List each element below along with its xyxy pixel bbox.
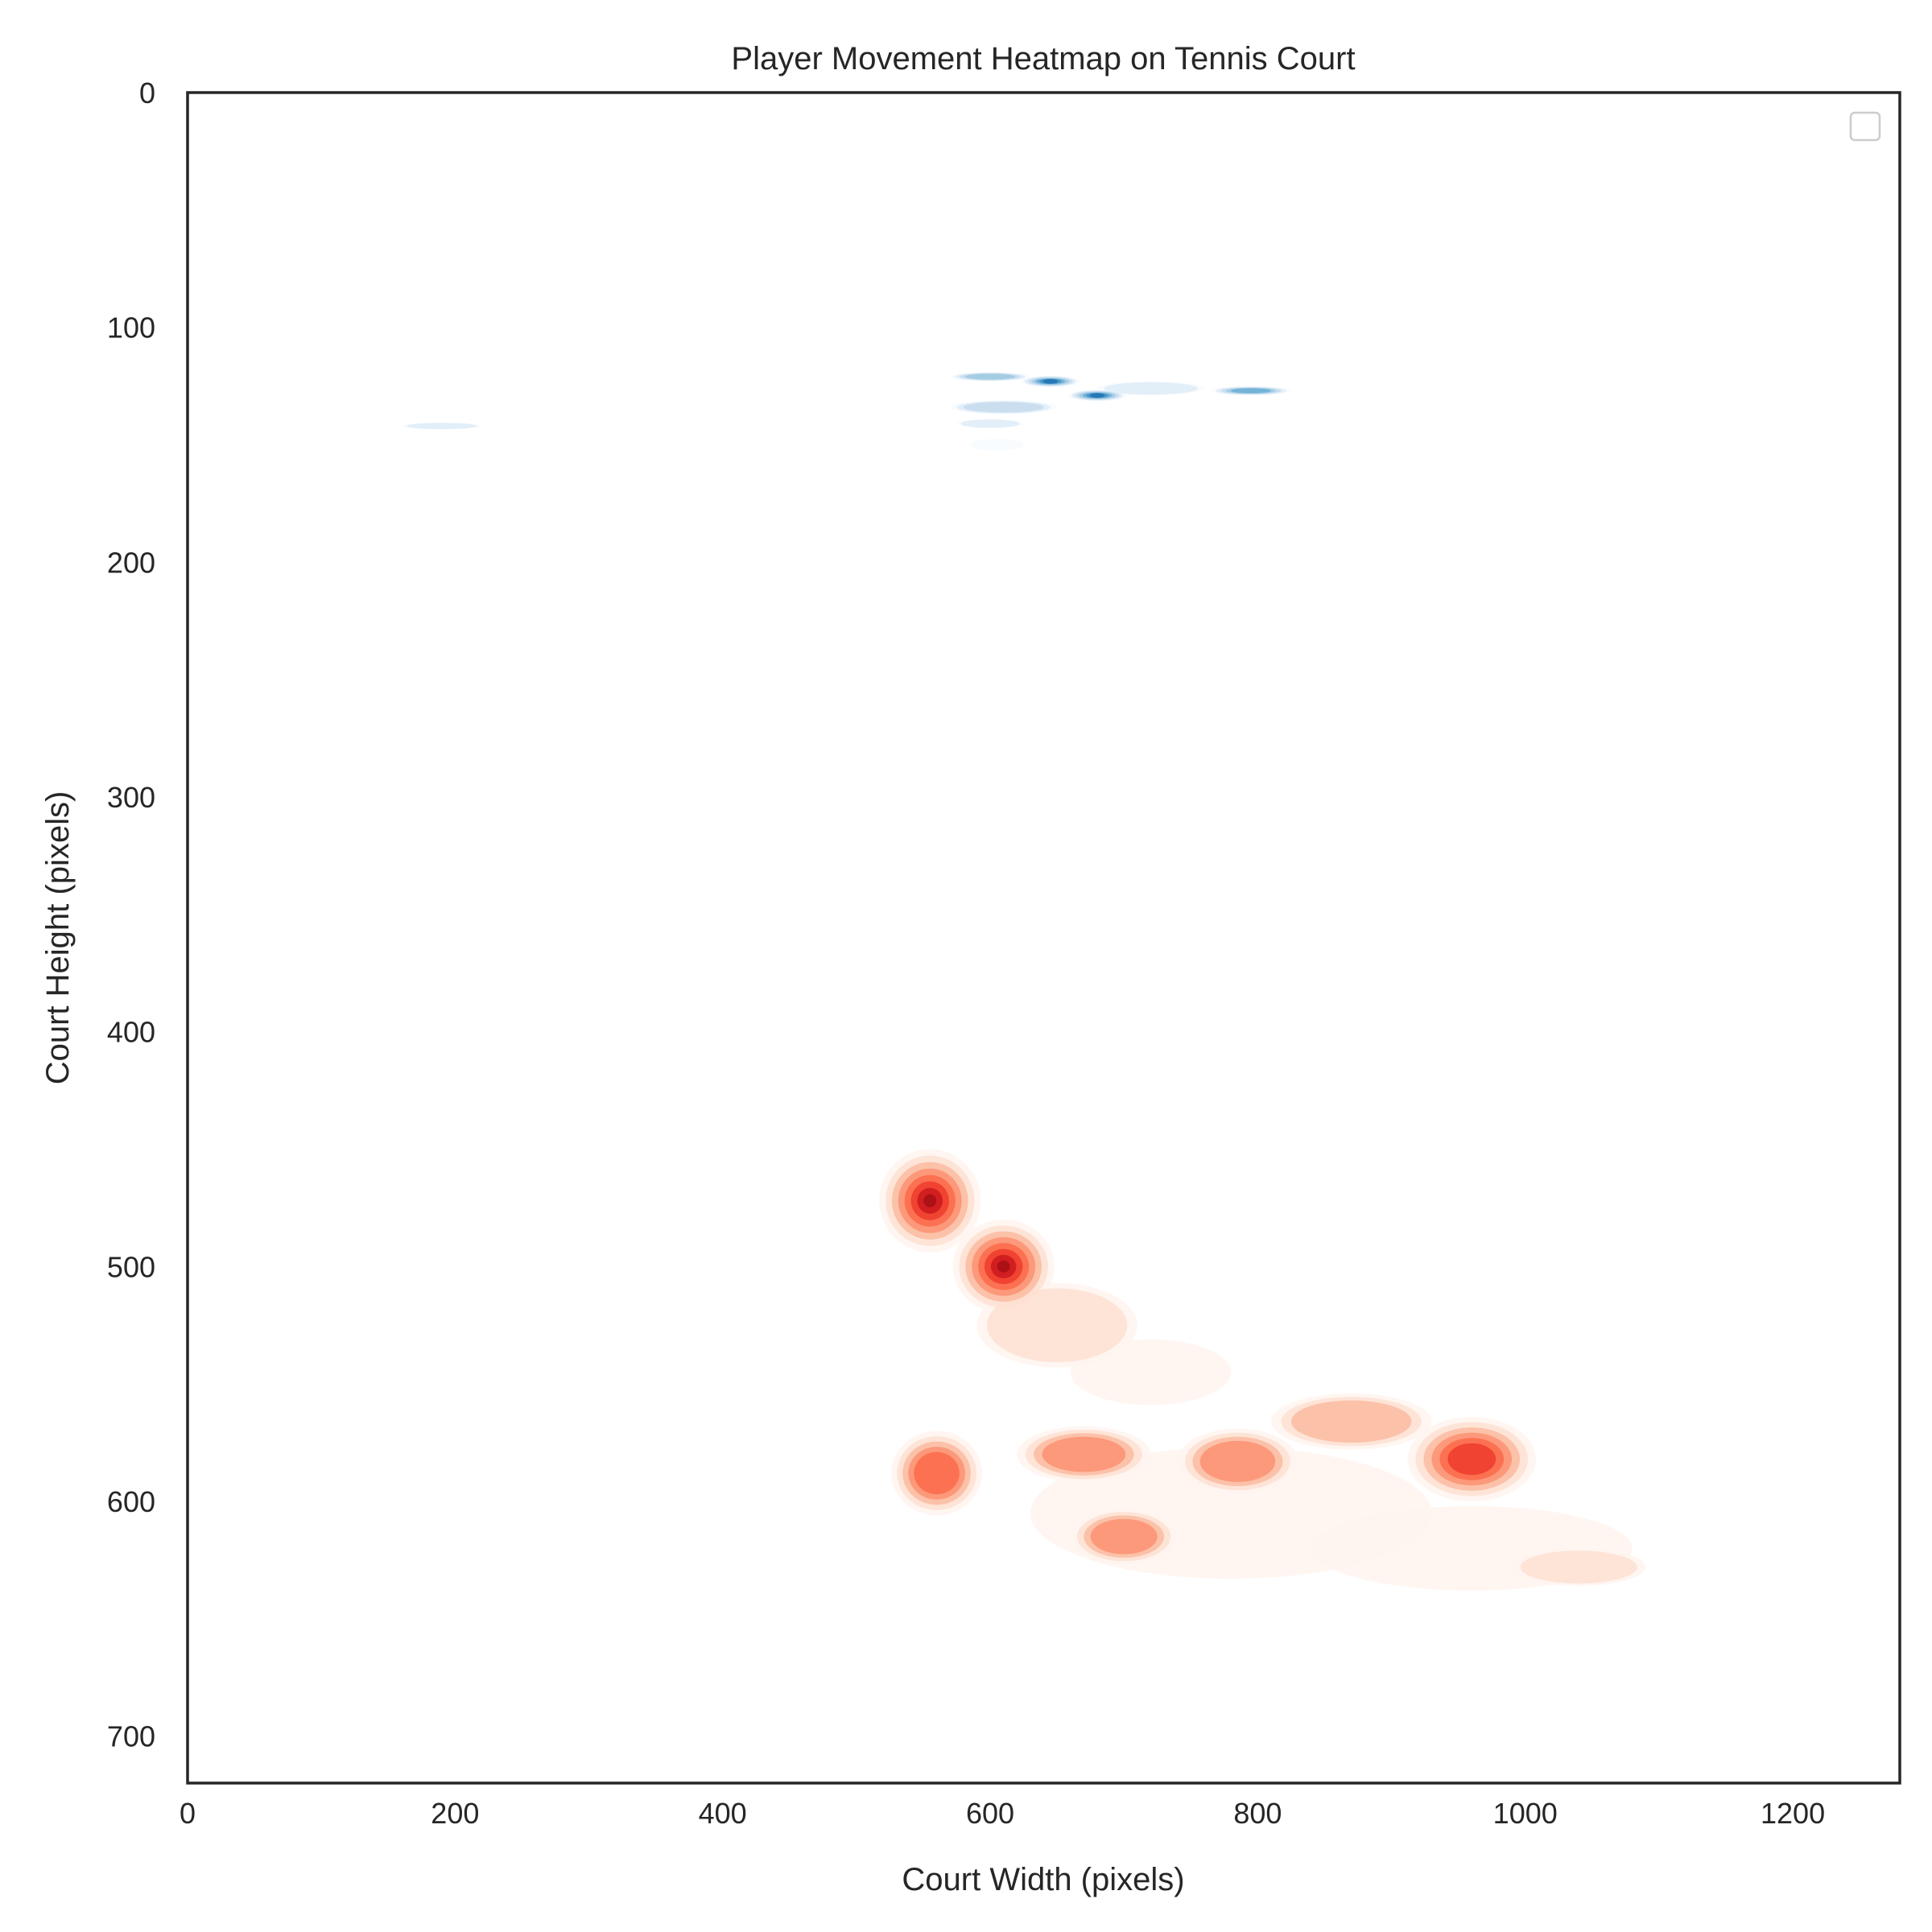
y-tick-label: 100 bbox=[107, 312, 155, 345]
chart-title: Player Movement Heatmap on Tennis Court bbox=[731, 41, 1355, 76]
x-tick-label: 600 bbox=[966, 1797, 1014, 1830]
density-series-reds bbox=[879, 1149, 1646, 1591]
density-contour bbox=[960, 419, 1020, 428]
x-axis-label: Court Width (pixels) bbox=[902, 1862, 1184, 1897]
y-tick-label: 400 bbox=[107, 1016, 155, 1049]
density-contour bbox=[1089, 393, 1105, 398]
x-tick-label: 0 bbox=[180, 1797, 196, 1830]
density-contour bbox=[986, 1288, 1128, 1363]
density-contour bbox=[1199, 1440, 1276, 1482]
density-contour bbox=[1090, 1518, 1158, 1554]
x-tick-label: 1200 bbox=[1761, 1797, 1825, 1830]
y-tick-label: 0 bbox=[139, 76, 155, 109]
density-contour bbox=[1231, 388, 1271, 394]
density-contour bbox=[1290, 1400, 1412, 1443]
y-axis-label: Court Height (pixels) bbox=[40, 791, 76, 1085]
y-tick-label: 700 bbox=[107, 1720, 155, 1753]
density-contour bbox=[407, 423, 477, 429]
density-contour bbox=[1070, 1339, 1232, 1406]
density-contour bbox=[914, 1451, 960, 1495]
y-tick-label: 300 bbox=[107, 781, 155, 814]
density-contour bbox=[964, 374, 1016, 380]
density-layer bbox=[401, 372, 1646, 1591]
x-tick-label: 1000 bbox=[1493, 1797, 1558, 1830]
legend-box bbox=[1849, 111, 1881, 142]
plot-frame bbox=[186, 91, 1901, 1785]
density-contour bbox=[963, 402, 1044, 413]
density-contour bbox=[1042, 1436, 1126, 1472]
density-contour bbox=[1042, 378, 1058, 384]
density-contour bbox=[997, 1261, 1010, 1273]
y-tick-label: 500 bbox=[107, 1250, 155, 1283]
x-axis-ticks: 0 200 400 600 800 1000 1200 bbox=[180, 1797, 1825, 1830]
density-contour bbox=[1104, 382, 1198, 395]
y-tick-label: 200 bbox=[107, 546, 155, 579]
x-tick-label: 200 bbox=[431, 1797, 479, 1830]
y-axis-ticks: 0 100 200 300 400 500 600 700 bbox=[107, 76, 155, 1753]
density-contour bbox=[1447, 1443, 1496, 1476]
density-contour bbox=[1520, 1550, 1637, 1584]
x-tick-label: 400 bbox=[699, 1797, 747, 1830]
y-tick-label: 600 bbox=[107, 1485, 155, 1518]
density-series-blues bbox=[401, 372, 1291, 451]
density-contour bbox=[970, 439, 1024, 451]
x-tick-label: 800 bbox=[1233, 1797, 1282, 1830]
density-contour bbox=[923, 1194, 937, 1208]
